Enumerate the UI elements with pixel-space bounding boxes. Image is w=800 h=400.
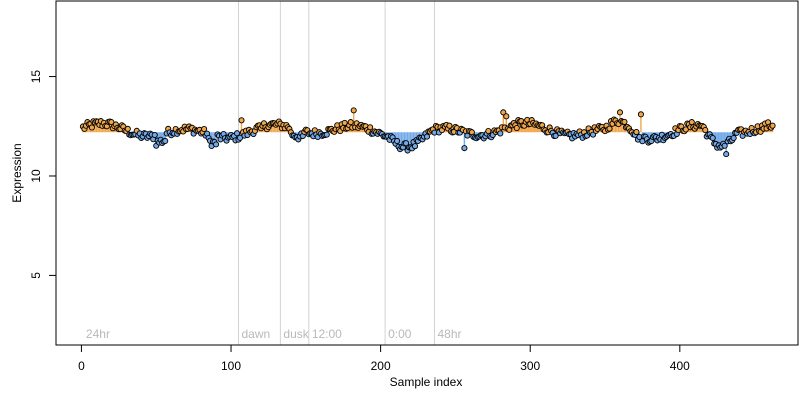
y-tick-label: 5 [29, 272, 43, 279]
data-point [238, 117, 245, 124]
data-point [461, 145, 468, 152]
data-point [88, 124, 95, 131]
phase-lines [238, 1, 435, 345]
y-axis-label: Expression [10, 143, 24, 202]
x-tick-label: 300 [520, 359, 540, 373]
data-point [485, 127, 492, 135]
data-point [151, 131, 158, 139]
data-point [124, 125, 131, 132]
data-point [497, 130, 504, 137]
plot-background [56, 1, 798, 345]
y-axis: 5 10 15 [29, 70, 57, 279]
data-point [723, 151, 730, 158]
data-point [616, 109, 624, 116]
phase-label: 48hr [437, 327, 461, 341]
data-point [411, 143, 419, 150]
phase-label: 12:00 [312, 327, 342, 341]
data-point [446, 122, 453, 129]
data-point [503, 113, 510, 120]
data-point [233, 130, 241, 137]
data-point [637, 111, 644, 118]
data-point [347, 119, 354, 126]
data-point [709, 134, 716, 142]
phase-labels: 24hr dawn dusk 12:00 0:00 48hr [86, 327, 462, 341]
data-point [367, 124, 374, 131]
data-point [633, 128, 640, 136]
data-point [201, 126, 208, 133]
x-axis-label: Sample index [390, 375, 463, 389]
data-point [500, 109, 507, 116]
data-point [423, 133, 431, 140]
data-point [702, 126, 709, 134]
data-point [162, 137, 169, 145]
y-tick-label: 15 [29, 70, 43, 84]
data-point [394, 137, 401, 145]
data-point [403, 140, 410, 147]
data-point [350, 107, 357, 114]
data-point [621, 118, 628, 125]
x-axis: 0 100 200 300 400 [78, 344, 690, 373]
x-tick-label: 100 [221, 359, 241, 373]
data-point [552, 132, 559, 139]
data-point [513, 125, 520, 132]
data-point [730, 134, 737, 142]
phase-label: 0:00 [388, 327, 412, 341]
phase-label: dusk [283, 327, 309, 341]
data-points [79, 107, 776, 158]
data-point [323, 131, 330, 138]
x-tick-label: 200 [371, 359, 391, 373]
y-tick-label: 10 [29, 169, 43, 183]
data-point [606, 125, 613, 132]
data-point [213, 141, 220, 148]
data-point [688, 119, 695, 126]
data-point [769, 122, 776, 129]
x-tick-label: 400 [670, 359, 690, 373]
x-tick-label: 0 [78, 359, 85, 373]
data-point [721, 142, 728, 149]
phase-label: 24hr [86, 327, 110, 341]
phase-label: dawn [242, 327, 271, 341]
